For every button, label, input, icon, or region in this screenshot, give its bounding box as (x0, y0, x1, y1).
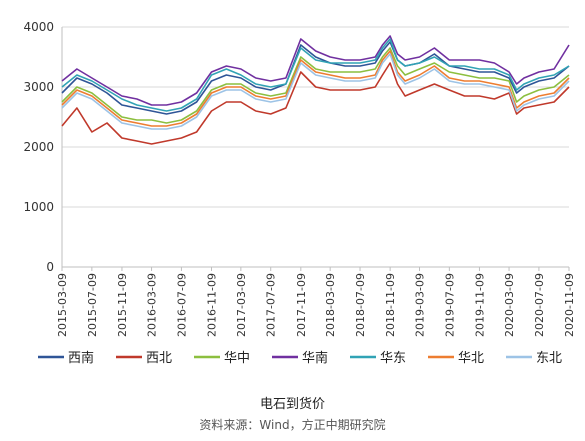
y-tick-label: 0 (46, 260, 54, 274)
x-tick-label: 2016-11-09 (206, 273, 219, 337)
series-line (61, 62, 570, 145)
y-tick-label: 2000 (23, 140, 54, 154)
x-tick-label: 2017-03-09 (235, 273, 248, 337)
legend-label: 西北 (146, 351, 172, 366)
x-tick-label: 2018-07-09 (354, 273, 367, 337)
series-line (61, 47, 570, 124)
x-tick-label: 2015-03-09 (56, 273, 69, 337)
x-tick-label: 2017-07-09 (265, 273, 278, 337)
x-tick-label: 2019-07-09 (443, 273, 456, 337)
series-lines (61, 35, 570, 145)
series-line (61, 50, 570, 127)
chart-title: 电石到货价 (259, 397, 325, 412)
series-line (61, 38, 570, 112)
x-axis: 2015-03-09 2015-07-09 2015-11-09 2016-03-09… (56, 266, 576, 337)
x-tick-label: 2018-11-09 (384, 273, 397, 337)
x-tick-label: 2020-07-09 (533, 273, 546, 337)
legend: 西南 西北 华中 华南 华东 华北 东北 (38, 350, 562, 366)
series-line (61, 41, 570, 115)
y-tick-label: 1000 (23, 200, 54, 214)
legend-label: 华东 (380, 351, 406, 366)
chart-source: 资料来源：Wind，方正中期研究院 (199, 418, 386, 432)
x-tick-label: 2016-07-09 (175, 273, 188, 337)
y-tick-label: 3000 (23, 80, 54, 94)
x-tick-label: 2018-03-09 (324, 273, 337, 337)
x-tick-label: 2020-11-09 (563, 273, 576, 337)
x-tick-label: 2019-11-09 (473, 273, 486, 337)
legend-label: 华中 (224, 351, 250, 366)
legend-label: 华北 (458, 351, 484, 366)
x-tick-label: 2016-03-09 (146, 273, 159, 337)
legend-label: 西南 (68, 350, 94, 366)
y-axis: 0 1000 2000 3000 4000 (23, 20, 63, 274)
y-tick-label: 4000 (23, 20, 54, 34)
x-tick-label: 2019-03-09 (413, 273, 426, 337)
series-line (61, 35, 570, 106)
x-tick-label: 2017-11-09 (295, 273, 308, 337)
x-tick-label: 2015-11-09 (116, 273, 129, 337)
x-tick-label: 2015-07-09 (86, 273, 99, 337)
legend-label: 华南 (302, 350, 328, 366)
x-tick-label: 2020-03-09 (503, 273, 516, 337)
legend-label: 东北 (536, 351, 562, 366)
series-line (61, 53, 570, 130)
